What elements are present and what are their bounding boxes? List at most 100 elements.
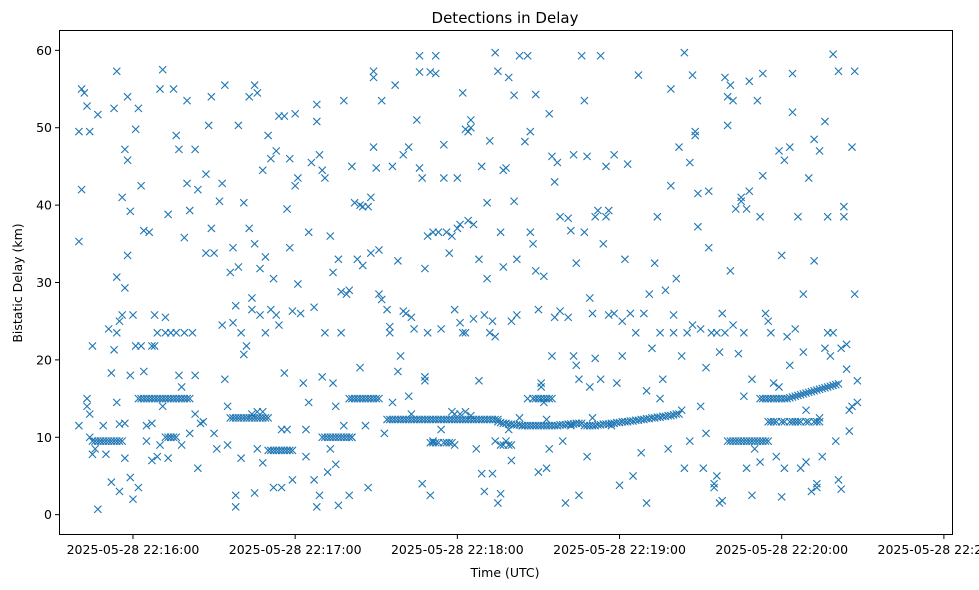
data-point-marker [772, 452, 781, 461]
data-point-marker [420, 372, 429, 381]
data-point-marker [537, 379, 546, 388]
data-point-marker [112, 273, 121, 282]
data-point-marker [777, 492, 786, 501]
data-point-marker [466, 123, 475, 132]
data-point-marker [161, 313, 170, 322]
data-point-marker [839, 212, 848, 221]
data-point-marker [266, 154, 275, 163]
data-point-marker [101, 450, 110, 459]
data-point-marker [810, 135, 819, 144]
data-point-marker [829, 328, 838, 337]
data-point-marker [677, 406, 686, 415]
data-point-marker [793, 391, 802, 400]
data-point-marker [480, 487, 489, 496]
data-point-marker [696, 402, 705, 411]
data-point-marker [764, 317, 773, 326]
data-point-marker [688, 321, 697, 330]
data-point-marker [256, 311, 265, 319]
data-point-marker [426, 491, 435, 500]
data-point-marker [377, 295, 386, 304]
data-point-marker [423, 328, 432, 337]
data-point-marker [191, 371, 200, 380]
data-point-marker [299, 379, 308, 388]
x-axis: 2025-05-28 22:16:00 2025-05-28 22:17:00 20… [67, 534, 979, 557]
data-point-marker [545, 444, 554, 453]
data-point-marker [429, 437, 438, 446]
data-point-marker [618, 352, 627, 361]
data-point-marker [577, 51, 586, 60]
data-point-marker [310, 475, 319, 484]
y-tick-label: 40 [36, 198, 52, 213]
data-point-marker [712, 328, 721, 337]
data-point-marker [729, 321, 738, 330]
data-point-marker [229, 243, 237, 252]
data-point-marker [642, 386, 651, 395]
data-point-marker [483, 274, 492, 283]
data-point-marker [502, 437, 510, 446]
data-point-marker [269, 274, 278, 283]
data-point-marker [831, 437, 840, 446]
data-point-marker [201, 249, 210, 258]
data-point-marker [602, 162, 611, 171]
data-point-marker [474, 376, 483, 385]
data-point-marker [734, 349, 743, 358]
data-point-marker [612, 379, 621, 388]
data-point-marker [439, 174, 448, 183]
data-point-marker [823, 382, 832, 391]
data-point-marker [83, 394, 92, 403]
data-point-marker [85, 410, 94, 419]
data-point-marker [845, 406, 854, 415]
data-point-marker [150, 341, 159, 350]
data-point-marker [369, 73, 378, 82]
data-point-marker [345, 433, 354, 442]
data-point-marker [799, 389, 808, 398]
data-point-marker [445, 438, 454, 447]
data-point-marker [447, 232, 456, 241]
data-point-marker [304, 228, 313, 237]
data-point-marker [164, 210, 173, 219]
data-point-marker [426, 68, 435, 77]
data-point-marker [756, 212, 765, 221]
data-point-marker [620, 255, 629, 264]
data-point-marker [745, 187, 754, 196]
data-point-marker [396, 352, 405, 361]
data-point-marker [264, 131, 273, 140]
data-point-marker [74, 421, 83, 430]
data-point-marker [283, 425, 292, 434]
data-point-marker [285, 446, 294, 455]
data-point-marker [699, 464, 708, 473]
x-tick-label: 2025-05-28 22:21:00 [878, 542, 979, 557]
data-point-marker [750, 444, 759, 453]
data-point-marker [364, 202, 373, 211]
data-point-marker [796, 464, 805, 473]
data-point-marker [853, 398, 862, 407]
data-point-marker [291, 181, 300, 190]
data-point-marker [126, 207, 135, 216]
data-point-marker [485, 136, 494, 145]
data-point-marker [380, 429, 389, 438]
data-point-marker [229, 318, 237, 327]
data-point-marker [623, 160, 632, 169]
data-point-marker [301, 425, 310, 434]
data-point-marker [285, 154, 294, 163]
data-point-marker [464, 216, 473, 225]
y-tick-label: 10 [36, 430, 52, 445]
data-point-marker [815, 413, 824, 422]
data-point-marker [815, 417, 824, 426]
data-point-marker [783, 332, 792, 341]
data-point-marker [153, 452, 162, 461]
data-point-marker [369, 67, 378, 76]
data-point-marker [439, 140, 448, 149]
data-point-marker [472, 444, 481, 453]
data-point-marker [596, 375, 605, 384]
data-point-marker [745, 77, 754, 86]
data-point-marker [810, 256, 819, 265]
data-point-marker [710, 479, 719, 488]
data-point-marker [183, 394, 192, 403]
data-point-marker [504, 441, 513, 449]
data-point-marker [550, 177, 559, 186]
data-point-marker [777, 417, 786, 426]
data-point-marker [118, 437, 127, 446]
data-point-marker [569, 352, 578, 361]
data-point-marker [180, 328, 189, 337]
